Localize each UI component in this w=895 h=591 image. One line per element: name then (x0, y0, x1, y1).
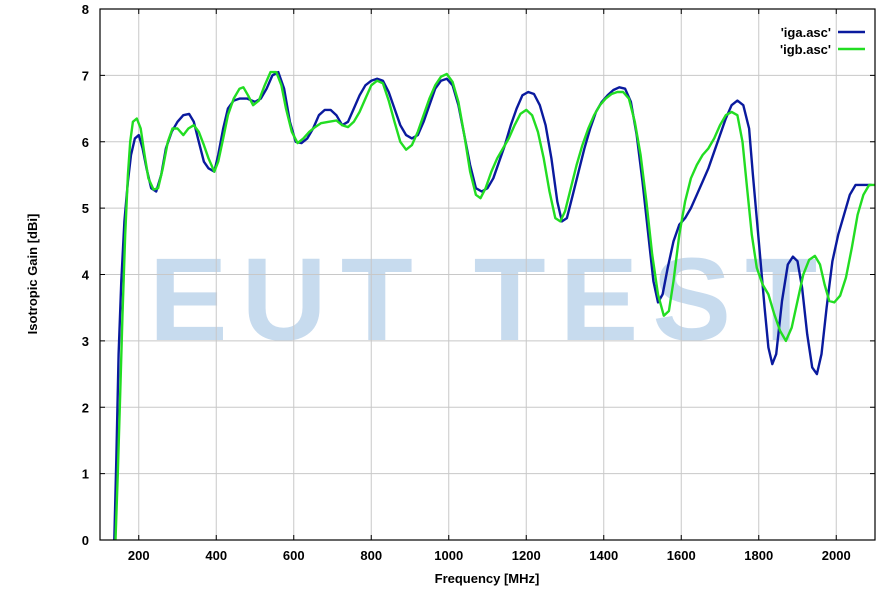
y-tick-label: 7 (82, 68, 89, 83)
series-line-2 (114, 70, 875, 540)
x-tick-label: 200 (128, 548, 150, 563)
series-lines (113, 70, 875, 540)
x-tick-label: 400 (205, 548, 227, 563)
y-tick-label: 4 (82, 268, 90, 283)
y-tick-label: 5 (82, 201, 89, 216)
y-tick-label: 1 (82, 467, 89, 482)
x-axis-label: Frequency [MHz] (435, 571, 540, 586)
y-tick-label: 0 (82, 533, 89, 548)
x-tick-label: 1600 (667, 548, 696, 563)
grid-lines (100, 9, 875, 540)
y-tick-label: 8 (82, 2, 89, 17)
legend-label-2: 'igb.asc' (780, 42, 831, 57)
x-tick-label: 600 (283, 548, 305, 563)
y-tick-label: 3 (82, 334, 89, 349)
y-tick-label: 2 (82, 400, 89, 415)
axis-ticks: 200 400 600 800 1000 1200 1400 1600 1800 2000 0 1 2 3… (82, 2, 875, 563)
y-tick-label: 6 (82, 135, 89, 150)
legend-label-1: 'iga.asc' (781, 25, 831, 40)
x-tick-label: 800 (360, 548, 382, 563)
watermark-text: EUT TEST (149, 234, 831, 366)
y-axis-label: Isotropic Gain [dBi] (25, 214, 40, 335)
legend: 'iga.asc' 'igb.asc' (780, 25, 865, 57)
x-tick-label: 1000 (434, 548, 463, 563)
x-tick-label: 1800 (744, 548, 773, 563)
x-tick-label: 2000 (822, 548, 851, 563)
x-tick-label: 1400 (589, 548, 618, 563)
x-tick-label: 1200 (512, 548, 541, 563)
